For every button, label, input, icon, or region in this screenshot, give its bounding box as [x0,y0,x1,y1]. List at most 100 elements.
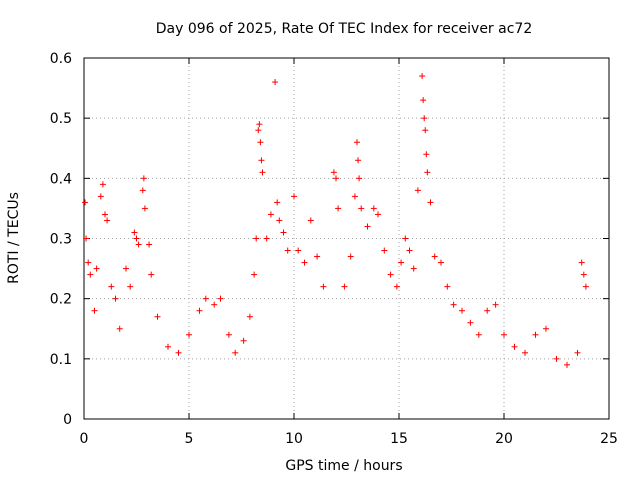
y-tick-label: 0.6 [50,51,72,67]
data-point [87,271,94,278]
y-tick-label: 0.2 [50,292,72,308]
data-point [133,235,140,242]
data-point [91,307,98,314]
y-tick-label: 0.4 [50,171,72,187]
data-point [255,127,262,134]
data-point [85,259,92,266]
data-point [314,253,321,260]
data-point [148,271,155,278]
data-point [444,283,451,290]
data-point [421,115,428,122]
data-point [272,79,279,86]
data-point [251,271,258,278]
data-point [232,349,239,356]
data-point [102,211,108,218]
data-point [211,301,218,308]
grid-lines [84,58,609,419]
data-point [280,229,287,236]
x-tick-label: 5 [185,431,194,447]
y-axis-label: ROTI / TECUs [6,192,22,284]
data-point [582,283,589,290]
data-point [424,169,431,176]
data-points [82,73,589,368]
data-point [240,337,247,344]
data-point [139,187,146,194]
data-point [154,313,161,320]
data-point [356,175,363,182]
data-point [202,295,209,302]
data-point [116,325,123,332]
x-tick-label: 0 [80,431,89,447]
data-point [467,319,474,326]
data-point [186,331,192,338]
data-point [112,295,119,302]
data-point [259,169,266,176]
data-point [225,331,232,338]
data-point [406,247,413,254]
data-point [410,265,417,272]
data-point [393,283,400,290]
data-point [97,193,104,200]
tick-labels: 0 5 10 15 20 25 0 0.1 0.2 0.3 0.4 0.5 0.6 [50,51,618,447]
data-point [267,211,274,218]
data-point [475,331,482,338]
data-point [420,97,427,104]
data-point [574,349,581,356]
data-point [543,325,549,332]
data-point [127,283,134,290]
data-point [398,259,405,266]
data-point [522,349,528,356]
data-point [253,235,260,242]
data-point [291,193,297,200]
x-tick-label: 20 [495,431,513,447]
data-point [140,175,147,182]
data-point [284,247,291,254]
data-point [370,205,377,212]
data-point [165,343,171,350]
axis-ticks [83,57,610,420]
data-point [381,247,388,254]
data-point [354,139,360,146]
data-point [423,151,430,158]
data-point [301,259,308,266]
data-point [217,295,224,302]
data-point [256,121,263,128]
y-tick-label: 0.5 [50,111,72,127]
y-tick-label: 0.1 [50,352,72,368]
data-point [355,157,362,164]
data-point [196,307,203,314]
data-point [330,169,337,176]
data-point [135,241,142,248]
data-point [307,217,314,224]
data-point [83,235,90,242]
data-point [175,349,182,356]
data-point [333,175,339,182]
y-tick-label: 0.3 [50,232,72,248]
data-point [402,235,409,242]
x-tick-label: 15 [390,431,408,447]
data-point [387,271,394,278]
data-point [82,199,89,206]
chart-title: Day 096 of 2025, Rate Of TEC Index for r… [156,21,532,37]
data-point [438,259,444,266]
data-point [295,247,302,254]
data-point [257,139,264,146]
data-point [351,193,358,200]
data-point [131,229,138,236]
data-point [450,301,457,308]
data-point [347,253,354,260]
data-point [141,205,148,212]
data-point [335,205,342,212]
data-point [511,343,518,350]
data-point [341,283,348,290]
data-point [123,265,129,272]
data-point [484,307,491,314]
data-point [108,283,115,290]
data-point [553,355,560,362]
data-point [276,217,283,224]
data-point [246,313,253,320]
data-point [375,211,381,218]
data-point [532,331,539,338]
